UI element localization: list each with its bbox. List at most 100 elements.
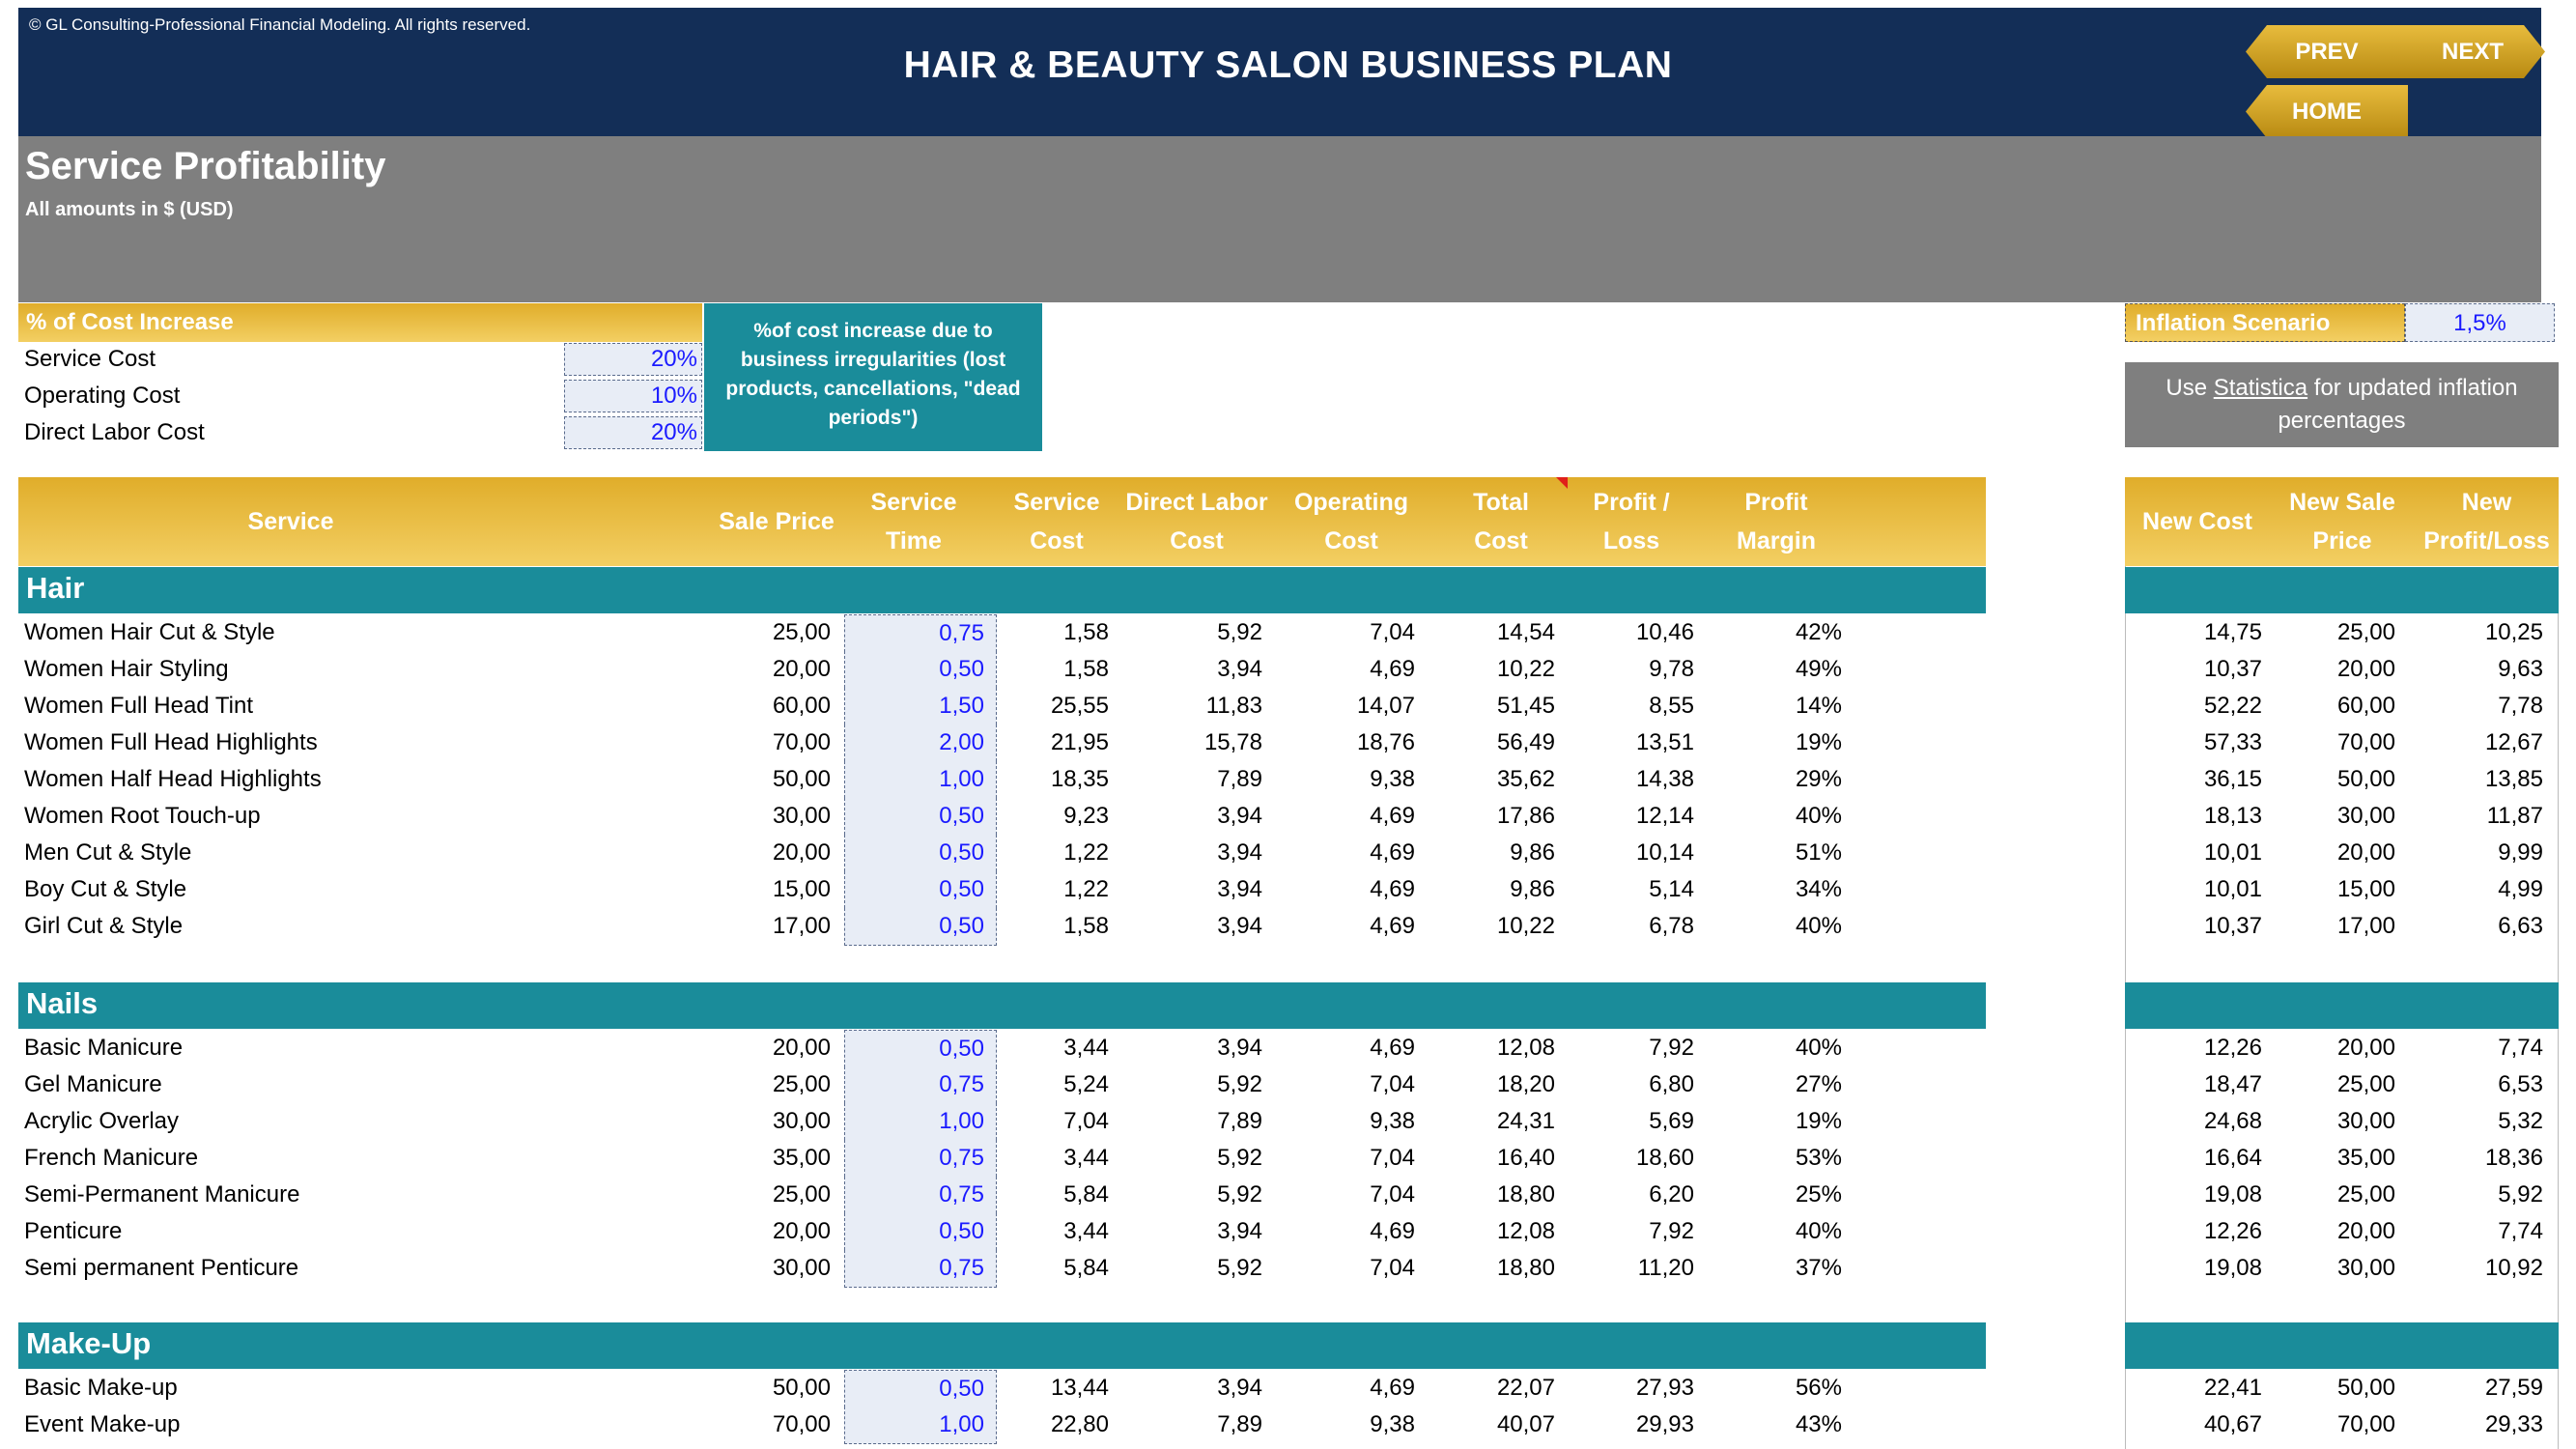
profit-loss: 29,93: [1635, 1411, 1694, 1437]
service-time-input[interactable]: 0,50: [844, 835, 997, 871]
total-cost: 12,08: [1496, 1035, 1555, 1061]
sale-price: 50,00: [772, 1375, 831, 1401]
service-time-input[interactable]: 0,50: [844, 871, 997, 908]
new-profit-loss: 9,63: [2498, 656, 2543, 682]
profit-margin: 40%: [1795, 1035, 1842, 1061]
service-time-input[interactable]: 0,75: [844, 1140, 997, 1177]
new-sale-price: 25,00: [2336, 619, 2395, 645]
col-operating-cost: Operating Cost: [1293, 489, 1409, 554]
service-time-input[interactable]: 1,00: [844, 1406, 997, 1444]
new-sale-price: 17,00: [2336, 913, 2395, 939]
service-name: Women Root Touch-up: [24, 803, 261, 829]
profit-margin: 29%: [1795, 766, 1842, 792]
service-cost: 7,04: [1063, 1108, 1109, 1134]
home-button[interactable]: HOME: [2246, 85, 2408, 138]
profit-margin: 27%: [1795, 1071, 1842, 1097]
col-profit-loss: Profit / Loss: [1593, 489, 1670, 554]
col-profit-margin: Profit Margin: [1737, 489, 1816, 554]
sale-price: 35,00: [772, 1145, 831, 1171]
service-time-input[interactable]: 0,75: [844, 1177, 997, 1213]
col-service: Service: [247, 508, 334, 535]
service-time-input[interactable]: 1,00: [844, 1103, 997, 1140]
total-cost: 24,31: [1496, 1108, 1555, 1134]
table-row: Women Half Head Highlights 50,00 18,35 7,89…: [0, 761, 2576, 798]
new-sale-price: 20,00: [2336, 1035, 2395, 1061]
new-profit-loss: 18,36: [2484, 1145, 2543, 1171]
sale-price: 15,00: [772, 876, 831, 902]
service-cost-label: Service Cost: [24, 346, 156, 372]
prev-button[interactable]: PREV: [2246, 25, 2408, 78]
service-time-input[interactable]: 0,75: [844, 614, 997, 652]
direct-labor-cost: 3,94: [1217, 876, 1262, 902]
profit-loss: 9,78: [1649, 656, 1694, 682]
profit-margin: 43%: [1795, 1411, 1842, 1437]
new-profit-loss: 9,99: [2498, 839, 2543, 866]
new-sale-price: 60,00: [2336, 693, 2395, 719]
next-button[interactable]: NEXT: [2400, 25, 2545, 78]
service-time-input[interactable]: 0,50: [844, 1030, 997, 1067]
table-row: Semi permanent Penticure 30,00 5,84 5,92 7,0…: [0, 1250, 2576, 1288]
section-title: Service Profitability: [25, 145, 386, 187]
service-time-input[interactable]: 2,00: [844, 724, 997, 761]
new-cost: 10,01: [2203, 876, 2262, 902]
service-cost: 13,44: [1050, 1375, 1109, 1401]
projection-header: New Cost New Sale Price New Profit/Loss: [2125, 477, 2559, 566]
service-cost: 3,44: [1063, 1145, 1109, 1171]
direct-labor-cost-input[interactable]: 20%: [564, 416, 702, 449]
col-new-sale-price: New Sale Price: [2289, 489, 2395, 554]
col-service-time: Service Time: [870, 489, 957, 554]
service-cost: 22,80: [1050, 1411, 1109, 1437]
table-row: Women Full Head Highlights 70,00 21,95 15,7…: [0, 724, 2576, 761]
operating-cost: 18,76: [1356, 729, 1415, 755]
service-time-input[interactable]: 0,50: [844, 1213, 997, 1250]
operating-cost: 4,69: [1370, 1218, 1415, 1244]
sale-price: 30,00: [772, 1108, 831, 1134]
new-profit-loss: 6,63: [2498, 913, 2543, 939]
statistica-link[interactable]: Statistica: [2213, 375, 2308, 401]
statistica-note-post: for updated inflation percentages: [2278, 375, 2518, 434]
profit-margin: 42%: [1795, 619, 1842, 645]
service-time-input[interactable]: 0,50: [844, 651, 997, 688]
sale-price: 20,00: [772, 656, 831, 682]
service-cost: 3,44: [1063, 1035, 1109, 1061]
service-name: Semi permanent Penticure: [24, 1255, 299, 1281]
comment-marker-icon: [1556, 477, 1568, 489]
new-profit-loss: 7,74: [2498, 1035, 2543, 1061]
sale-price: 17,00: [772, 913, 831, 939]
total-cost: 9,86: [1510, 876, 1555, 902]
col-service-cost: Service Cost: [1013, 489, 1100, 554]
service-time-input[interactable]: 1,50: [844, 688, 997, 724]
new-sale-price: 30,00: [2336, 803, 2395, 829]
service-time-input[interactable]: 0,75: [844, 1250, 997, 1288]
new-sale-price: 70,00: [2336, 1411, 2395, 1437]
total-cost: 22,07: [1496, 1375, 1555, 1401]
operating-cost: 4,69: [1370, 656, 1415, 682]
table-row: Basic Make-up 50,00 13,44 3,94 4,69 22,07 27,9…: [0, 1370, 2576, 1407]
col-sale-price: Sale Price: [719, 508, 835, 535]
service-time-input[interactable]: 0,50: [844, 798, 997, 835]
new-cost: 36,15: [2203, 766, 2262, 792]
service-time-input[interactable]: 1,00: [844, 761, 997, 798]
total-cost: 12,08: [1496, 1218, 1555, 1244]
service-time-input[interactable]: 0,50: [844, 908, 997, 946]
service-name: Penticure: [24, 1218, 123, 1244]
service-time-input[interactable]: 0,50: [844, 1370, 997, 1407]
service-name: French Manicure: [24, 1145, 199, 1171]
table-row: Penticure 20,00 3,44 3,94 4,69 12,08 7,92 40% 12…: [0, 1213, 2576, 1250]
new-cost: 16,64: [2203, 1145, 2262, 1171]
cost-increase-note: %of cost increase due to business irregu…: [704, 303, 1042, 451]
new-profit-loss: 4,99: [2498, 876, 2543, 902]
total-cost: 17,86: [1496, 803, 1555, 829]
operating-cost-input[interactable]: 10%: [564, 380, 702, 412]
category-makeup-right: [2125, 1322, 2559, 1369]
new-cost: 40,67: [2203, 1411, 2262, 1437]
title-bar: [18, 8, 2541, 136]
new-cost: 12,26: [2203, 1218, 2262, 1244]
inflation-scenario-input[interactable]: 1,5%: [2405, 303, 2555, 342]
service-cost-input[interactable]: 20%: [564, 343, 702, 376]
operating-cost: 7,04: [1370, 1255, 1415, 1281]
service-time-input[interactable]: 0,75: [844, 1066, 997, 1103]
total-cost: 18,80: [1496, 1181, 1555, 1208]
new-cost: 14,75: [2203, 619, 2262, 645]
table-header: Service Sale Price Service Time Service …: [18, 477, 1986, 566]
